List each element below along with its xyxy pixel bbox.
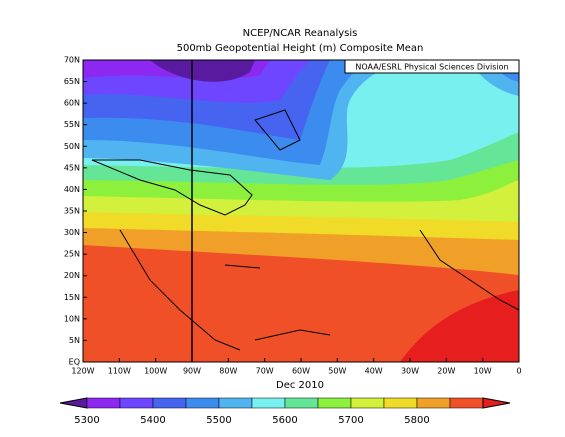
lon-label: 120W: [71, 367, 94, 376]
colorbar-swatch: [218, 397, 253, 409]
band: [400, 290, 519, 362]
period: Dec 2010: [276, 380, 324, 391]
colorbar-label: 5400: [140, 415, 165, 426]
colorbar-swatch: [119, 397, 154, 409]
colorbar-swatch: [185, 397, 220, 409]
lat-label: 45N: [64, 163, 80, 172]
lat-label: EQ: [69, 358, 80, 367]
colorbar-swatch: [449, 397, 484, 409]
lon-label: 80W: [219, 367, 237, 376]
axis-labels: 70N 65N 60N 55N 50N 45N 40N 35N 30N 25N 20N 15N 10N 5…: [64, 56, 522, 376]
lat-label: 20N: [64, 271, 80, 280]
map-field: [83, 60, 519, 362]
lat-label: 25N: [64, 250, 80, 259]
credit: NOAA/ESRL Physical Sciences Division: [355, 63, 508, 72]
lat-label: 30N: [64, 228, 80, 237]
lat-label: 5N: [69, 336, 80, 345]
lon-label: 100W: [144, 367, 167, 376]
colorbar-label: 5300: [74, 415, 99, 426]
lon-label: 20W: [437, 367, 455, 376]
lon-label: 30W: [401, 367, 419, 376]
colorbar-swatch: [383, 397, 418, 409]
colorbar-arrow: [482, 397, 511, 409]
lon-label: 40W: [365, 367, 383, 376]
lon-label: 0: [516, 367, 521, 376]
colorbar-swatch: [284, 397, 319, 409]
colorbar-swatch: [350, 397, 385, 409]
lat-label: 10N: [64, 314, 80, 323]
lon-label: 90W: [183, 367, 201, 376]
coastline: [91, 109, 519, 351]
lat-label: 60N: [64, 99, 80, 108]
band: [150, 60, 255, 82]
lon-label: 50W: [328, 367, 346, 376]
colorbar-label: 5700: [338, 415, 363, 426]
lon-label: 110W: [108, 367, 131, 376]
colorbar-swatch: [317, 397, 352, 409]
colorbar: 5300 5400 5500 5600 5700 5800: [59, 397, 511, 426]
lat-label: 15N: [64, 293, 80, 302]
colorbar-arrow: [59, 397, 88, 409]
lat-label: 65N: [64, 77, 80, 86]
subtitle: 500mb Geopotential Height (m) Composite …: [177, 43, 424, 54]
colorbar-swatch: [251, 397, 286, 409]
colorbar-swatch: [152, 397, 187, 409]
lat-label: 40N: [64, 185, 80, 194]
title: NCEP/NCAR Reanalysis: [243, 28, 358, 39]
lat-label: 35N: [64, 207, 80, 216]
colorbar-label: 5500: [206, 415, 231, 426]
colorbar-swatch: [86, 397, 121, 409]
credit-box: [344, 59, 520, 74]
colorbar-swatch: [416, 397, 451, 409]
lon-label: 60W: [292, 367, 310, 376]
colorbar-label: 5600: [272, 415, 297, 426]
lon-label: 70W: [256, 367, 274, 376]
lat-label: 55N: [64, 120, 80, 129]
lat-label: 70N: [64, 56, 80, 65]
colorbar-label: 5800: [404, 415, 429, 426]
lat-label: 50N: [64, 142, 80, 151]
lon-label: 10W: [474, 367, 492, 376]
